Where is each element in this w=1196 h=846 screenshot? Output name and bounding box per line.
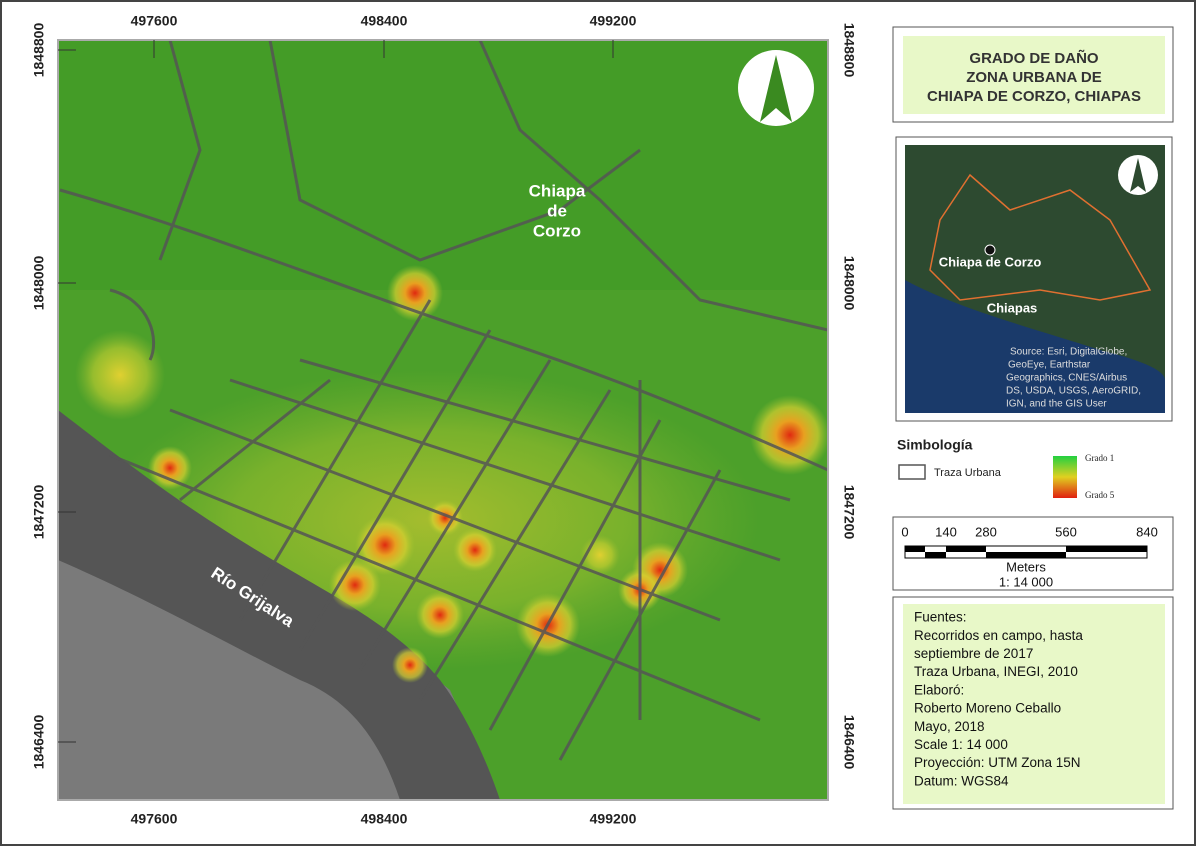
y-coordinate-label: 1847200 [31, 485, 47, 540]
x-coordinate-label: 497600 [131, 811, 178, 827]
scale-tick-label: 560 [1055, 524, 1077, 539]
source-line: Recorridos en campo, hasta [914, 628, 1083, 643]
scale-labels: 0 140 280 560 840 Meters 1: 14 000 [901, 524, 1157, 589]
inset-state-label: Chiapas [987, 300, 1038, 315]
source-line: Traza Urbana, INEGI, 2010 [914, 664, 1078, 679]
source-line: Datum: WGS84 [914, 773, 1009, 788]
street [488, 419, 662, 731]
street [158, 40, 202, 261]
legend-ramp [1053, 456, 1077, 498]
street [109, 453, 761, 722]
north-arrow [738, 50, 814, 126]
main-map: Chiapa de Corzo Río Grijalva [58, 40, 828, 800]
x-coordinate-label: 499200 [590, 811, 637, 827]
inset-source: Source: Esri, DigitalGlobe, GeoEye, Eart… [1006, 347, 1141, 410]
map-frame [57, 39, 829, 801]
legend-low-label: Grado 5 [1085, 490, 1115, 500]
map-north [58, 40, 828, 290]
title-line: ZONA URBANA DE [966, 69, 1102, 86]
north-arrow-shape [760, 55, 792, 122]
hotspot [453, 528, 497, 572]
scale-tick-label: 280 [975, 524, 997, 539]
inset-frame [895, 136, 1173, 422]
hotspot [148, 446, 192, 490]
street [109, 288, 156, 361]
source-line: Mayo, 2018 [914, 719, 985, 734]
source-line: Proyección: UTM Zona 15N [914, 755, 1081, 770]
town-label: Corzo [533, 221, 581, 240]
x-coordinate-label: 498400 [361, 13, 408, 29]
hotspot [329, 559, 381, 611]
legend-high-label: Grado 1 [1085, 453, 1114, 463]
source-line: septiembre de 2017 [914, 646, 1033, 661]
inset-source-line: Geographics, CNES/Airbus [1006, 373, 1127, 384]
sources-box [903, 604, 1165, 804]
scale-segment [1066, 546, 1147, 552]
y-coordinate-label: 1846400 [31, 715, 47, 770]
scale-segment [986, 552, 1066, 558]
x-coordinate-label: 497600 [131, 13, 178, 29]
street [169, 408, 721, 622]
x-coordinate-label: 498400 [361, 811, 408, 827]
title-frame [892, 26, 1174, 123]
title-box [903, 36, 1165, 114]
y-coordinate-label: 1848000 [841, 256, 857, 311]
streets [59, 40, 828, 761]
street [298, 329, 492, 651]
scale-tick-label: 140 [935, 524, 957, 539]
street [238, 299, 432, 621]
y-coordinate-label: 1846400 [841, 715, 857, 770]
scale-unit: Meters [1006, 559, 1046, 574]
inset-town-label: Chiapa de Corzo [939, 254, 1042, 269]
y-coordinate-label: 1847200 [841, 485, 857, 540]
street [418, 389, 612, 701]
y-coordinate-label: 1848800 [841, 23, 857, 78]
scale-tick-label: 0 [901, 524, 908, 539]
source-line: Elaboró: [914, 682, 964, 697]
hotspot [392, 647, 428, 683]
hotspot [75, 330, 165, 420]
street [358, 359, 552, 671]
legend-urban-swatch [898, 464, 926, 480]
source-line: Roberto Moreno Ceballo [914, 701, 1061, 716]
scale-frame [892, 516, 1174, 591]
sources: Fuentes: Recorridos en campo, hasta septie… [914, 610, 1083, 789]
scale-tick-label: 840 [1136, 524, 1158, 539]
source-line: Scale 1: 14 000 [914, 737, 1008, 752]
river [58, 410, 500, 800]
inset-map: Chiapa de Corzo Chiapas Source: Esri, Di… [905, 145, 1165, 413]
source-line: Fuentes: [914, 610, 967, 625]
inset-town-marker [984, 244, 996, 256]
y-coordinate-label: 1848800 [31, 23, 47, 78]
scale-segment [905, 546, 925, 552]
scale-segment [925, 552, 946, 558]
inset-boundary [929, 173, 1152, 301]
legend-urban-label: Traza Urbana [934, 467, 1002, 479]
scale-segment [946, 546, 986, 552]
inset-ocean [905, 280, 1165, 413]
inset-north-arrow [1130, 158, 1146, 192]
inset-source-line: Source: Esri, DigitalGlobe, [1010, 347, 1127, 358]
y-coordinate-label: 1848000 [31, 256, 47, 311]
title-line: GRADO DE DAÑO [969, 49, 1099, 67]
town-label: Chiapa [529, 181, 586, 200]
scale-bar [904, 545, 1148, 559]
scale-ratio: 1: 14 000 [999, 574, 1053, 589]
town-label: de [547, 201, 567, 220]
inset-source-line: DS, USDA, USGS, AeroGRID, [1006, 386, 1141, 397]
sources-frame [892, 596, 1174, 810]
inset-source-line: IGN, and the GIS User [1006, 399, 1107, 410]
hotspot [427, 500, 463, 536]
title-line: CHIAPA DE CORZO, CHIAPAS [927, 88, 1141, 105]
inset-source-line: GeoEye, Earthstar [1008, 360, 1091, 371]
legend-title: Simbología [897, 437, 973, 453]
street [179, 378, 331, 502]
hotspot [416, 591, 464, 639]
x-coordinate-label: 499200 [590, 13, 637, 29]
coordinate-labels: 497600 497600 498400 498400 499200 499200 1848… [31, 13, 858, 827]
hotspot [750, 395, 828, 475]
street [59, 188, 828, 472]
street [478, 40, 828, 332]
